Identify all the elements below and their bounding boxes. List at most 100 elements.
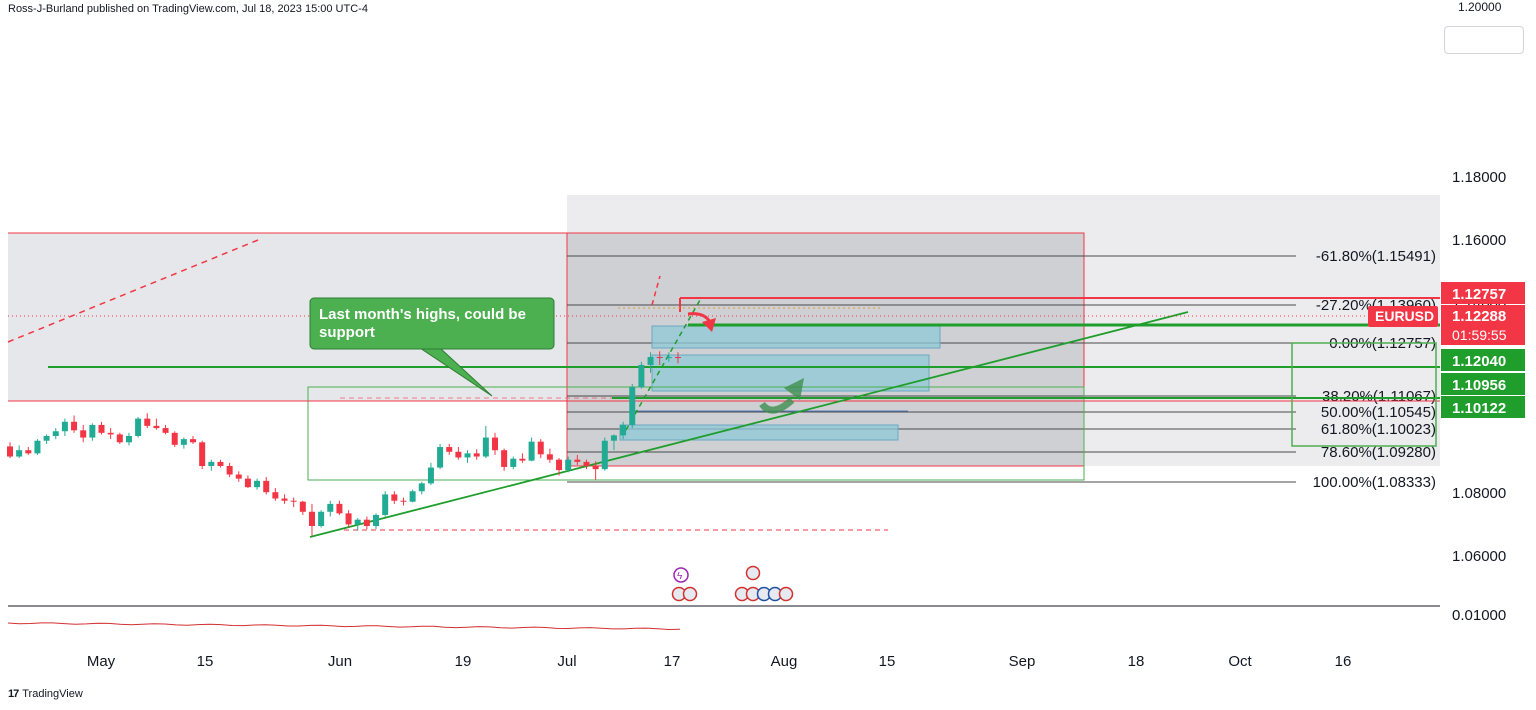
candle-body [71, 421, 78, 431]
price-label-text: 1.10122 [1452, 400, 1506, 417]
candle-body [299, 501, 306, 512]
callout-line-1: Last month's highs, could be [319, 306, 526, 323]
candle-body [446, 447, 453, 452]
time-tick: Aug [771, 653, 798, 670]
candle-body [528, 441, 535, 461]
candle-body [244, 478, 251, 488]
callout-box[interactable] [309, 297, 555, 350]
us-flag-icon[interactable] [778, 586, 794, 602]
candle-body [565, 459, 572, 471]
green-outline-box [1291, 342, 1437, 447]
candle-body [281, 498, 288, 501]
price-label-text: 1.12040 [1452, 353, 1506, 370]
price-label-bg [1441, 396, 1525, 418]
candle-body [464, 453, 471, 458]
candle-body [52, 431, 59, 436]
candle-body [647, 357, 654, 365]
indicator-line [7, 622, 681, 631]
candle-body [263, 480, 270, 493]
price-tick: 1.06000 [1452, 548, 1506, 565]
flash-icon[interactable] [673, 567, 689, 583]
fib-level-label: 78.60%(1.09280) [1321, 444, 1436, 461]
price-tick: 1.18000 [1452, 169, 1506, 186]
candle-body [409, 491, 416, 502]
flash-icon-glyph: ϟ [677, 571, 683, 582]
time-axis[interactable]: May 15 Jun 19 Jul 17 Aug 15 Sep 18 Oct 16 [87, 653, 1352, 670]
candle-body [601, 440, 608, 470]
candle-body [501, 450, 508, 467]
publisher-header: Ross-J-Burland published on TradingView.… [8, 3, 368, 15]
candle-body [354, 519, 361, 525]
candle-body [318, 511, 325, 526]
candle-body [80, 430, 87, 438]
candle-body [437, 447, 444, 468]
candle-body [556, 459, 563, 471]
candles [7, 351, 681, 536]
price-label-text: 1.10956 [1452, 377, 1506, 394]
time-tick: Sep [1009, 653, 1036, 670]
fib-level-label: 50.00%(1.10545) [1321, 404, 1436, 421]
green-trendline[interactable] [309, 311, 1189, 538]
candle-body [620, 424, 627, 436]
time-tick: Jul [557, 653, 576, 670]
price-tick: 1.08000 [1452, 485, 1506, 502]
candle-body [272, 492, 279, 499]
candle-body [519, 458, 526, 461]
candle-body [656, 357, 663, 359]
red-dashed-trend [7, 239, 259, 343]
fib-level-label: 100.00%(1.08333) [1313, 474, 1436, 491]
time-tick: 15 [197, 653, 214, 670]
event-icons[interactable]: ϟ [671, 565, 794, 602]
us-flag-icon[interactable] [682, 586, 698, 602]
top-axis-label: 1.20000 [1458, 0, 1502, 14]
green-arrow-head [784, 378, 804, 400]
candle-body [34, 440, 41, 454]
candle-body [107, 432, 114, 435]
candle-body [43, 435, 50, 441]
candle-body [144, 418, 151, 426]
footer: 17 TradingView [8, 688, 83, 700]
candle-body [400, 500, 407, 502]
price-label-text: 1.12757 [1452, 286, 1506, 303]
price-label-bg [1441, 282, 1525, 304]
candle-body [7, 446, 13, 457]
us-flag-icon[interactable] [745, 565, 761, 581]
candle-body [190, 439, 197, 443]
candle-body [199, 442, 206, 466]
blue-zone-1[interactable] [651, 325, 941, 349]
candle-body [665, 357, 672, 359]
symbol-tag: EURUSD [1375, 308, 1434, 324]
candle-body [336, 503, 343, 514]
time-tick: 16 [1335, 653, 1352, 670]
price-tick: 1.16000 [1452, 232, 1506, 249]
candle-body [491, 437, 498, 451]
candle-body [345, 513, 352, 525]
time-tick: 18 [1128, 653, 1145, 670]
time-tick: 19 [455, 653, 472, 670]
candle-body [382, 494, 389, 515]
candle-body [180, 439, 187, 445]
indicator-tick: 0.01000 [1452, 607, 1506, 624]
fib-level-label: 38.20%(1.11067) [1322, 388, 1436, 405]
candle-body [171, 432, 178, 445]
candle-body [592, 465, 599, 470]
symbol-tag-bg [1368, 306, 1438, 327]
candle-body [308, 511, 315, 526]
green-dashed-trend [625, 299, 701, 431]
candle-body [16, 450, 23, 457]
blue-zone-3[interactable] [619, 424, 899, 441]
candle-body [675, 357, 681, 359]
candle-body [418, 483, 425, 492]
chart-settings-box[interactable] [1444, 26, 1524, 54]
candle-body [629, 387, 636, 425]
tradingview-logo: 17 [8, 688, 19, 700]
candle-body [546, 454, 553, 460]
candle-body [226, 465, 233, 475]
candle-body [574, 459, 581, 462]
candle-body [427, 467, 434, 484]
green-box[interactable] [307, 386, 1085, 481]
candle-body [455, 451, 462, 458]
price-labels: 1.12757 1.12040 1.10956 1.10122 EURUSD 1.1228… [1368, 282, 1525, 418]
time-tick: Oct [1228, 653, 1252, 670]
